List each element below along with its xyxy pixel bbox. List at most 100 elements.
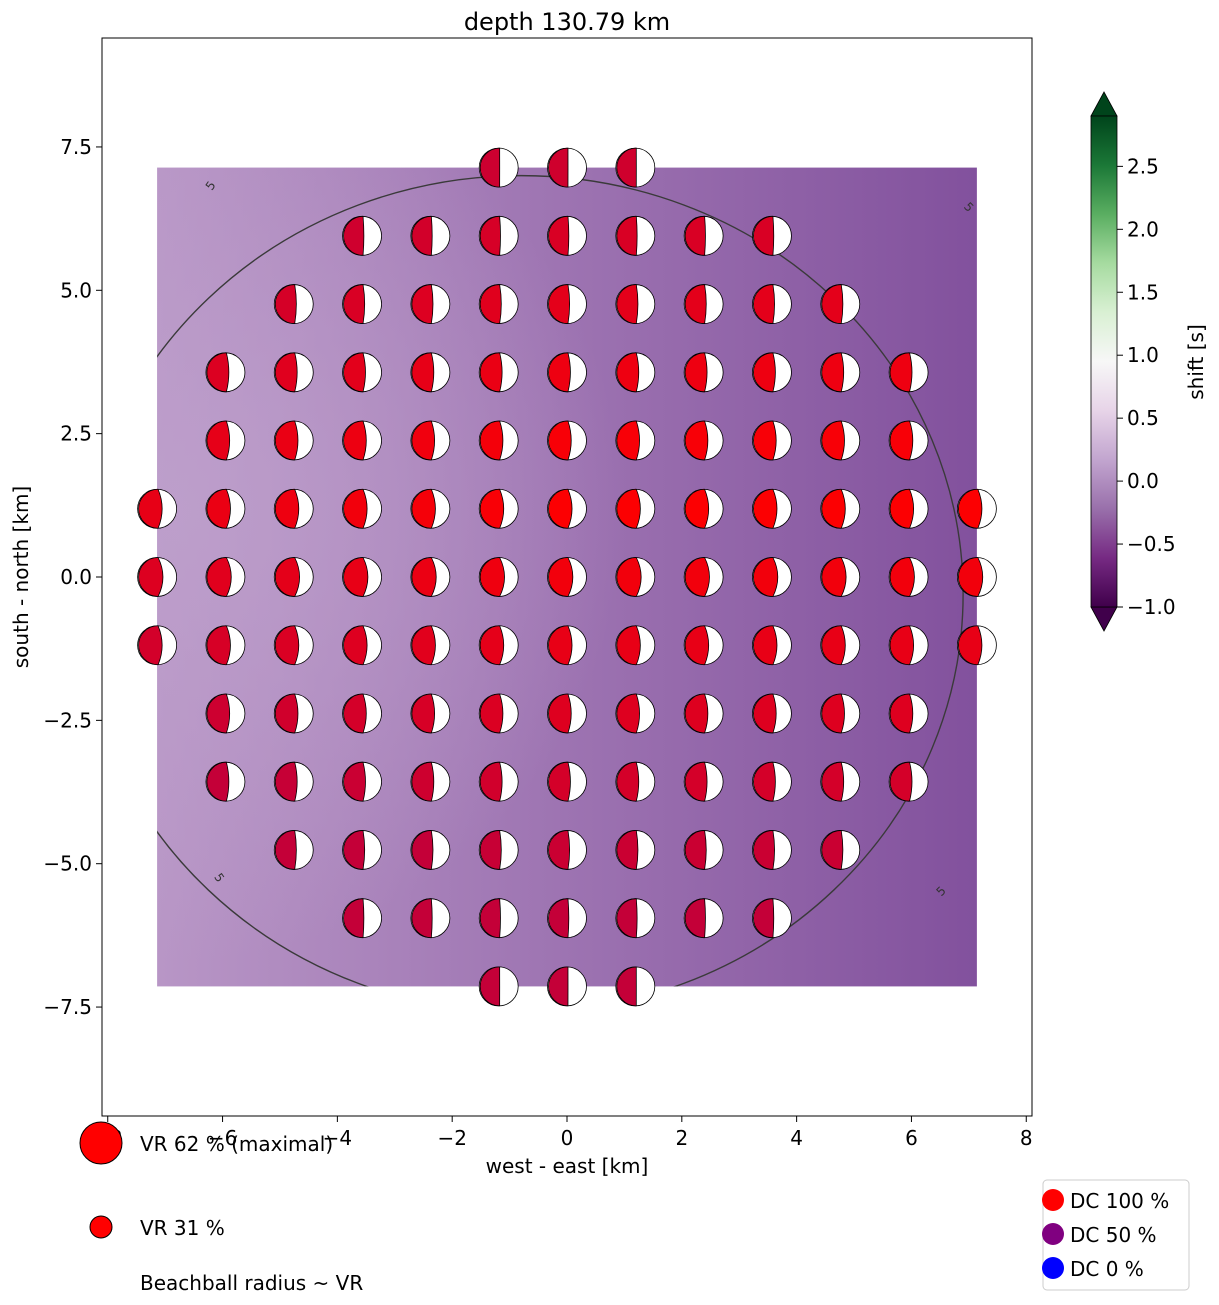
beachball-compressional-quadrant xyxy=(889,352,913,393)
beachball xyxy=(205,420,246,461)
beachball xyxy=(615,557,656,597)
x-tick-label: 8 xyxy=(1020,1126,1033,1150)
beachball-compressional-quadrant xyxy=(548,488,573,529)
beachball xyxy=(888,488,929,529)
beachball xyxy=(478,966,519,1007)
beachball-compressional-quadrant xyxy=(821,420,845,461)
beachball-compressional-quadrant xyxy=(206,420,231,461)
colorbar-tick-label: 0.5 xyxy=(1127,406,1159,430)
beachball-compressional-quadrant xyxy=(206,352,230,393)
beachball-compressional-quadrant xyxy=(411,352,435,393)
beachball xyxy=(410,761,451,802)
beachball xyxy=(615,625,656,666)
beachball-compressional-quadrant xyxy=(343,488,368,529)
contour-layer xyxy=(157,175,964,987)
beachball-compressional-quadrant xyxy=(343,830,366,870)
beachball xyxy=(478,625,519,666)
colorbar-tick-label: −1.0 xyxy=(1127,595,1176,619)
beachball xyxy=(683,557,724,597)
beachball xyxy=(820,625,861,666)
beachball-compressional-quadrant xyxy=(821,625,846,666)
beachball-compressional-quadrant xyxy=(274,284,297,324)
beachball-compressional-quadrant xyxy=(821,761,845,802)
x-tick-label: 2 xyxy=(675,1126,688,1150)
beachball-compressional-quadrant xyxy=(343,352,366,393)
beachball xyxy=(342,420,382,461)
beachball-compressional-quadrant xyxy=(479,352,503,393)
x-axis-label: west - east [km] xyxy=(486,1154,649,1178)
beachball xyxy=(683,420,724,461)
beachball-compressional-quadrant xyxy=(548,420,572,461)
vr-half-marker xyxy=(89,1215,113,1239)
beachball xyxy=(273,693,314,734)
beachball-compressional-quadrant xyxy=(548,352,571,393)
beachball-compressional-quadrant xyxy=(479,898,501,939)
beachball-compressional-quadrant xyxy=(753,215,775,256)
beachball xyxy=(478,352,519,393)
chart-title: depth 130.79 km xyxy=(464,8,670,36)
beachball-compressional-quadrant xyxy=(274,693,299,734)
beachball xyxy=(342,284,382,324)
beachball xyxy=(752,693,792,734)
beachball xyxy=(615,898,656,939)
beachball xyxy=(205,557,246,597)
beachball xyxy=(820,693,861,734)
x-tick-label: 6 xyxy=(905,1126,918,1150)
beachball-compressional-quadrant xyxy=(343,898,365,939)
colorbar: −1.0 −0.5 0.0 0.5 1.0 1.5 2.0 2.5 xyxy=(1090,91,1176,632)
x-tick-label: −6 xyxy=(208,1126,237,1150)
beachball xyxy=(273,830,314,870)
beachball-compressional-quadrant xyxy=(274,830,297,870)
y-tick-label: −5.0 xyxy=(43,852,92,876)
beachball-compressional-quadrant xyxy=(753,625,778,666)
beachball xyxy=(342,557,382,597)
beachball xyxy=(683,761,724,802)
beachball-compressional-quadrant xyxy=(411,898,433,939)
beachball xyxy=(820,761,861,802)
beachball-compressional-quadrant xyxy=(411,830,434,870)
beachball xyxy=(547,488,587,529)
beachball-compressional-quadrant xyxy=(684,557,710,597)
beachball xyxy=(342,898,382,939)
beachball xyxy=(956,557,997,597)
y-tick-label: −2.5 xyxy=(43,708,92,732)
beachball xyxy=(273,488,314,529)
beachball-compressional-quadrant xyxy=(479,215,501,256)
beachball xyxy=(547,830,587,870)
beachball-compressional-quadrant xyxy=(684,352,708,393)
beachball xyxy=(478,830,519,870)
beachball xyxy=(888,420,929,461)
beachball-compressional-quadrant xyxy=(343,284,366,324)
beachball-compressional-quadrant xyxy=(616,215,638,256)
colorbar-label: shift [s] xyxy=(1184,324,1208,400)
beachball xyxy=(752,898,792,939)
beachball-compressional-quadrant xyxy=(821,557,847,597)
y-tick-label: 2.5 xyxy=(60,422,92,446)
y-axis: −7.5 −5.0 −2.5 0.0 2.5 5.0 7.5 xyxy=(43,135,102,1019)
beachball xyxy=(205,352,246,393)
beachball-compressional-quadrant xyxy=(684,215,706,256)
beachball xyxy=(752,761,792,802)
beachball-compressional-quadrant xyxy=(821,693,845,734)
beachball-compressional-quadrant xyxy=(548,693,572,734)
beachball xyxy=(683,625,724,666)
beachball xyxy=(615,284,656,324)
beachball xyxy=(752,420,792,461)
beachball-compressional-quadrant xyxy=(616,898,638,939)
beachball-compressional-quadrant xyxy=(684,898,706,939)
beachball xyxy=(683,898,724,939)
beachball xyxy=(615,693,656,734)
beachball xyxy=(342,215,382,256)
beachball xyxy=(752,488,792,529)
beachball xyxy=(137,488,178,529)
beachball-compressional-quadrant xyxy=(206,488,231,529)
beachball xyxy=(273,625,314,666)
beachball xyxy=(410,625,451,666)
beachball-compressional-quadrant xyxy=(479,966,501,1007)
beachball-compressional-quadrant xyxy=(889,557,915,597)
beachball xyxy=(547,761,587,802)
beachball xyxy=(478,557,519,597)
dc-0-label: DC 0 % xyxy=(1070,1257,1144,1281)
beachball xyxy=(478,215,519,256)
beachball xyxy=(683,352,724,393)
